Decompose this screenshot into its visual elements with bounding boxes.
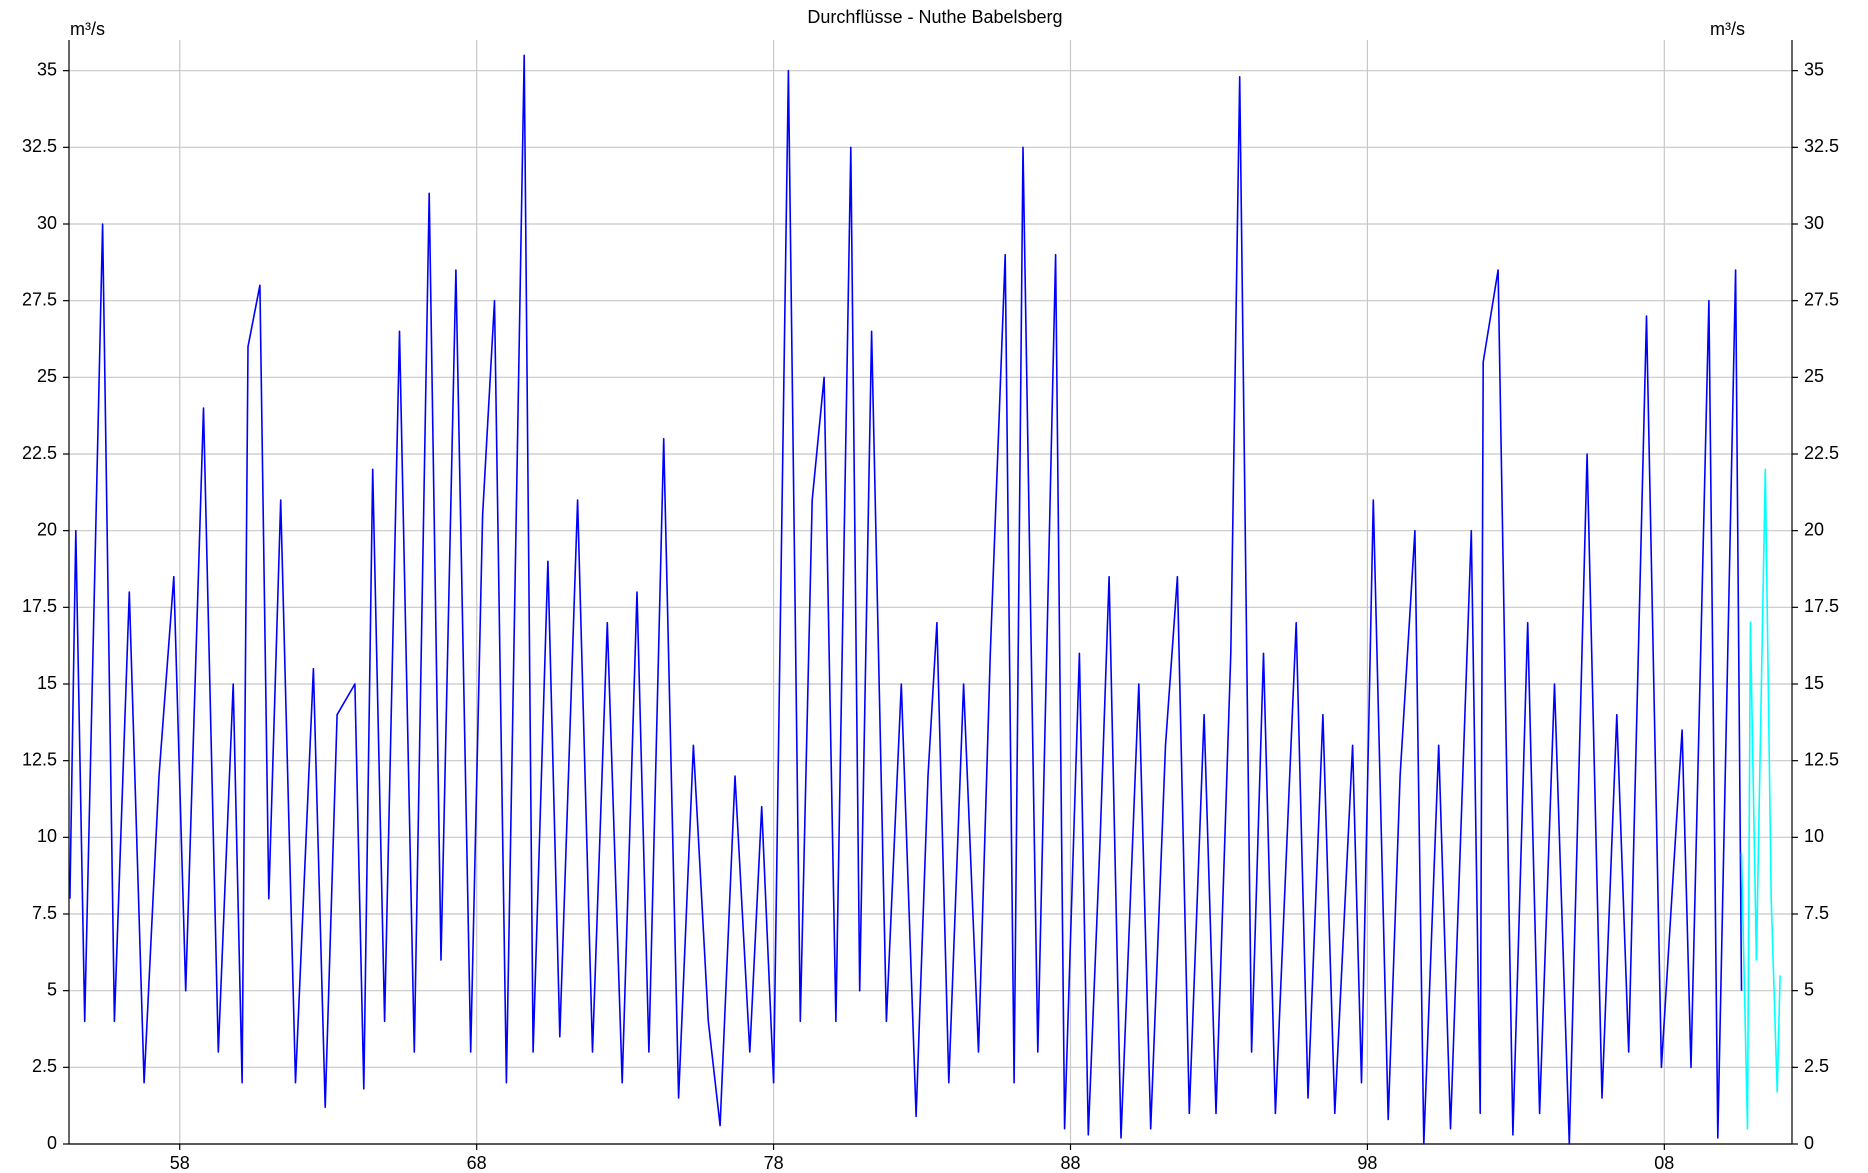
y-tick-label: 15 <box>37 673 57 693</box>
y2-tick-label: 0 <box>1804 1133 1814 1153</box>
y-tick-label: 5 <box>47 979 57 999</box>
y-tick-label: 25 <box>37 366 57 386</box>
y2-tick-label: 12.5 <box>1804 749 1839 769</box>
y2-tick-label: 7.5 <box>1804 903 1829 923</box>
y2-tick-label: 35 <box>1804 59 1824 79</box>
y-tick-label: 22.5 <box>22 443 57 463</box>
y2-tick-label: 5 <box>1804 979 1814 999</box>
data-line <box>1740 468 1781 1130</box>
x-tick-label: 78 <box>764 1153 784 1173</box>
y2-tick-label: 25 <box>1804 366 1824 386</box>
y2-tick-label: 22.5 <box>1804 443 1839 463</box>
y-tick-label: 7.5 <box>32 903 57 923</box>
y-tick-label: 20 <box>37 519 57 539</box>
y-tick-label: 27.5 <box>22 289 57 309</box>
y2-tick-label: 30 <box>1804 213 1824 233</box>
x-tick-label: 08 <box>1654 1153 1674 1173</box>
x-tick-label: 68 <box>467 1153 487 1173</box>
y2-tick-label: 32.5 <box>1804 136 1839 156</box>
data-line <box>69 54 1743 1145</box>
y-tick-label: 30 <box>37 213 57 233</box>
x-tick-label: 88 <box>1060 1153 1080 1173</box>
y-axis-label: m³/s <box>70 19 105 39</box>
y2-axis-label: m³/s <box>1710 19 1745 39</box>
y2-tick-label: 15 <box>1804 673 1824 693</box>
x-tick-label: 58 <box>170 1153 190 1173</box>
chart-title: Durchflüsse - Nuthe Babelsberg <box>807 7 1062 27</box>
y-tick-label: 35 <box>37 59 57 79</box>
y-tick-label: 2.5 <box>32 1056 57 1076</box>
y-tick-label: 32.5 <box>22 136 57 156</box>
y2-tick-label: 10 <box>1804 826 1824 846</box>
y2-tick-label: 20 <box>1804 519 1824 539</box>
y-tick-label: 0 <box>47 1133 57 1153</box>
y-tick-label: 10 <box>37 826 57 846</box>
y-tick-label: 17.5 <box>22 596 57 616</box>
y2-tick-label: 17.5 <box>1804 596 1839 616</box>
y2-tick-label: 2.5 <box>1804 1056 1829 1076</box>
y-tick-label: 12.5 <box>22 749 57 769</box>
x-tick-label: 98 <box>1357 1153 1377 1173</box>
y2-tick-label: 27.5 <box>1804 289 1839 309</box>
